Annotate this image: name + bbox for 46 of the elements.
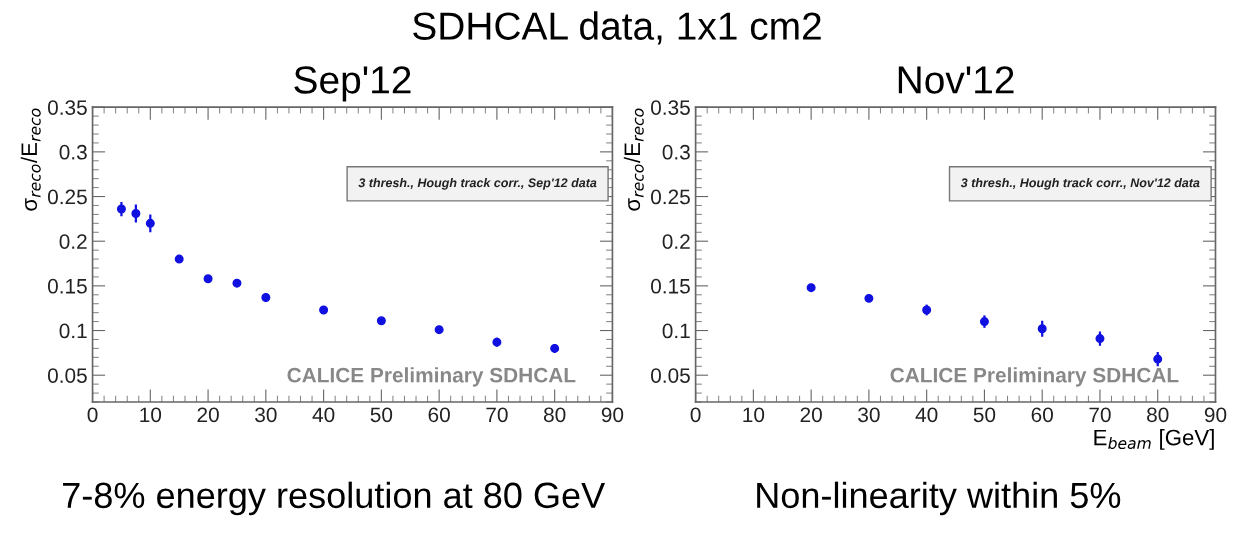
x-tick-label: 40 bbox=[312, 407, 335, 423]
x-tick-label: 30 bbox=[255, 407, 277, 423]
y-tick-label: 0.1 bbox=[662, 323, 690, 339]
y-axis-title: σ$_{reco}$/E$_{reco}$ bbox=[623, 108, 644, 211]
chart-title: Sep'12 bbox=[294, 66, 411, 102]
x-tick-label: 50 bbox=[370, 407, 393, 423]
x-tick-label: 70 bbox=[1089, 407, 1111, 423]
x-tick-label: 50 bbox=[973, 407, 996, 423]
y-tick-label: 0.05 bbox=[47, 368, 87, 383]
chart-title: Nov'12 bbox=[898, 66, 1014, 94]
y-tick-label: 0.25 bbox=[651, 189, 690, 205]
x-axis-title: E$_{beam}$ [GeV] bbox=[1094, 429, 1214, 450]
y-tick-label: 0.15 bbox=[47, 278, 87, 294]
annotation: CALICE Preliminary SDHCAL bbox=[890, 367, 1179, 387]
x-tick-label: 80 bbox=[1147, 407, 1169, 423]
y-axis-title: σ$_{reco}$/E$_{reco}$ bbox=[20, 108, 41, 211]
y-tick-label: 0.05 bbox=[651, 368, 690, 383]
y-tick-label: 0.35 bbox=[47, 100, 87, 115]
x-tick-label: 0 bbox=[690, 407, 701, 423]
x-tick-label: 0 bbox=[87, 407, 98, 423]
x-tick-label: 30 bbox=[858, 407, 880, 423]
annotation: 3 thresh., Hough track corr., Sep'12 data bbox=[358, 178, 597, 190]
x-tick-label: 20 bbox=[800, 407, 822, 423]
annotation: CALICE Preliminary SDHCAL bbox=[287, 367, 576, 387]
x-tick-label: 60 bbox=[428, 407, 450, 423]
y-tick-label: 0.2 bbox=[59, 234, 87, 249]
text: 7-8% energy resolution at 80 GeV bbox=[63, 481, 606, 516]
annotation: 3 thresh., Hough track corr., Nov'12 data bbox=[960, 178, 1200, 190]
x-tick-label: 70 bbox=[486, 407, 508, 423]
y-tick-label: 0.1 bbox=[59, 323, 87, 339]
text: SDHCAL data, 1x1 cm2 bbox=[413, 11, 821, 45]
y-tick-label: 0.3 bbox=[59, 144, 87, 160]
y-tick-label: 0.25 bbox=[47, 189, 87, 205]
x-tick-label: 80 bbox=[543, 407, 566, 423]
x-tick-label: 40 bbox=[915, 407, 938, 423]
y-tick-label: 0.15 bbox=[651, 278, 690, 294]
x-tick-label: 10 bbox=[743, 407, 765, 423]
text: Non-linearity within 5% bbox=[757, 481, 1121, 516]
y-tick-label: 0.3 bbox=[662, 144, 690, 160]
y-tick-label: 0.2 bbox=[662, 234, 690, 249]
x-tick-label: 90 bbox=[601, 407, 624, 423]
y-tick-label: 0.35 bbox=[651, 100, 690, 115]
x-tick-label: 10 bbox=[140, 407, 162, 423]
x-tick-label: 60 bbox=[1031, 407, 1053, 423]
x-tick-label: 20 bbox=[197, 407, 219, 423]
x-tick-label: 90 bbox=[1204, 407, 1227, 423]
